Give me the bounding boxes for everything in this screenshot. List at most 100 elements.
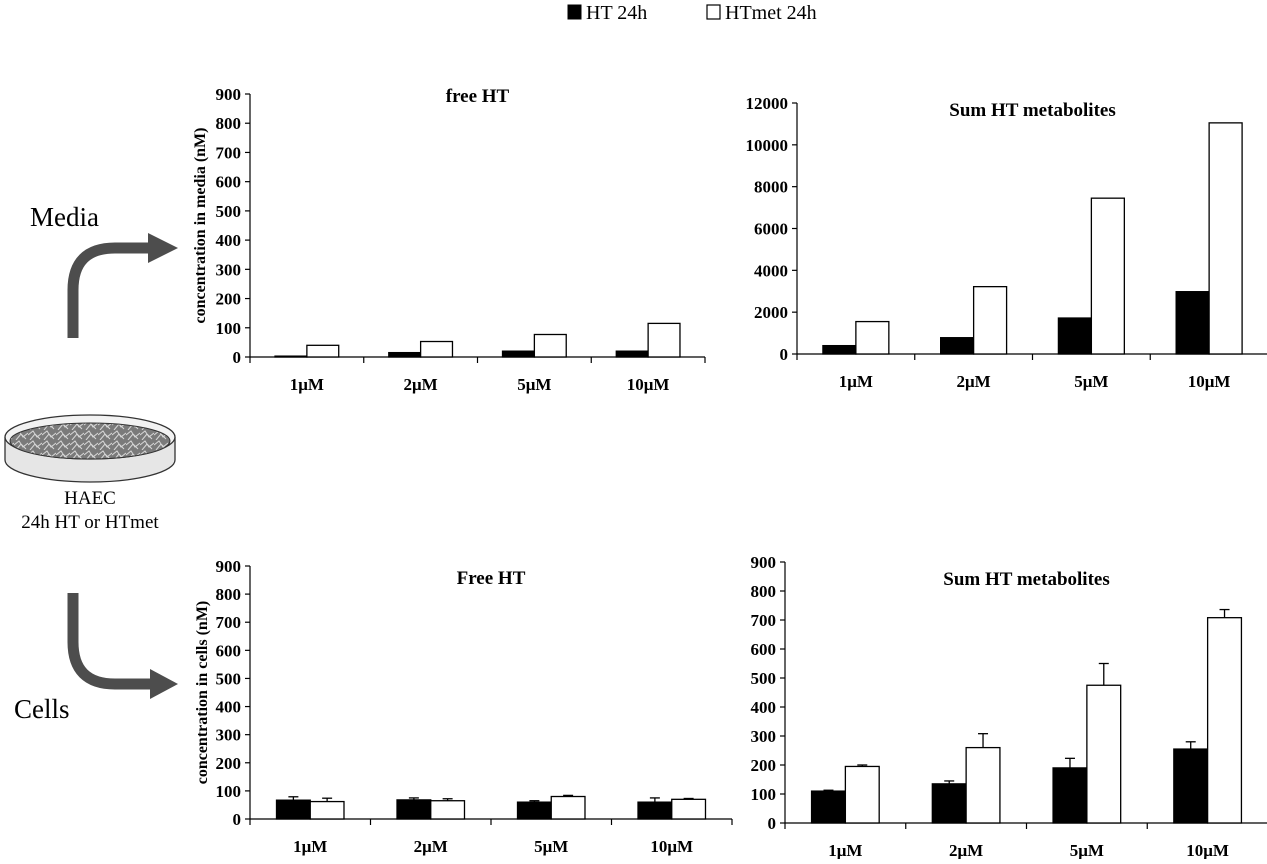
y-tick-label: 100 bbox=[216, 319, 242, 338]
bar-ht-24h bbox=[932, 784, 966, 823]
bar-ht-24h bbox=[812, 791, 846, 823]
chart-title: free HT bbox=[446, 86, 510, 107]
chart-media-sum-metabolites: Sum HT metabolites0200040006000800010000… bbox=[746, 94, 1267, 391]
bar-ht-24h bbox=[277, 800, 311, 819]
y-tick-label: 0 bbox=[768, 814, 777, 833]
media-arrow-icon bbox=[73, 248, 148, 338]
bar-htmet-24h bbox=[672, 799, 706, 819]
y-tick-label: 0 bbox=[780, 345, 789, 364]
y-tick-label: 800 bbox=[751, 582, 777, 601]
y-tick-label: 10000 bbox=[746, 136, 789, 155]
bar-htmet-24h bbox=[431, 801, 465, 819]
y-tick-label: 200 bbox=[216, 754, 242, 773]
y-tick-label: 100 bbox=[216, 782, 242, 801]
bar-ht-24h bbox=[389, 353, 421, 357]
x-tick-label: 1μM bbox=[828, 841, 862, 859]
x-tick-label: 2μM bbox=[414, 837, 448, 856]
x-tick-label: 10μM bbox=[627, 375, 670, 394]
y-tick-label: 300 bbox=[216, 726, 242, 745]
y-tick-label: 900 bbox=[216, 557, 242, 576]
y-tick-label: 0 bbox=[233, 348, 242, 367]
y-tick-label: 500 bbox=[216, 202, 242, 221]
bar-ht-24h bbox=[1058, 318, 1091, 354]
y-tick-label: 500 bbox=[751, 669, 777, 688]
y-tick-label: 800 bbox=[216, 585, 242, 604]
bar-htmet-24h bbox=[421, 342, 453, 357]
dish-label-line1: HAEC bbox=[64, 488, 116, 509]
x-tick-label: 1μM bbox=[290, 375, 324, 394]
diagram-side: Media HAEC 24h HT or HTmet Cells bbox=[5, 202, 178, 724]
legend-label-ht: HT 24h bbox=[586, 2, 647, 24]
bar-htmet-24h bbox=[845, 766, 879, 823]
x-tick-label: 2μM bbox=[949, 841, 983, 859]
legend: HT 24h HTmet 24h bbox=[568, 2, 817, 24]
y-tick-label: 600 bbox=[216, 173, 242, 192]
y-tick-label: 600 bbox=[216, 641, 242, 660]
y-axis-label: concentration in cells (nM) bbox=[194, 601, 211, 785]
y-tick-label: 600 bbox=[751, 640, 777, 659]
bar-htmet-24h bbox=[1091, 198, 1124, 354]
chart-cells-sum-metabolites: Sum HT metabolites 0 100 200 300 400 500 600 700… bbox=[751, 553, 1267, 859]
chart-media-free-ht: free HT concentration in media (nM) 0 100 20… bbox=[192, 85, 705, 394]
x-tick-label: 1μM bbox=[839, 372, 873, 391]
bar-ht-24h bbox=[941, 338, 974, 354]
bar-htmet-24h bbox=[1209, 123, 1242, 354]
dish-label-line2: 24h HT or HTmet bbox=[21, 512, 159, 533]
bar-htmet-24h bbox=[856, 322, 889, 354]
chart-title: Free HT bbox=[457, 568, 526, 589]
cells-label: Cells bbox=[14, 694, 70, 724]
y-tick-label: 400 bbox=[216, 231, 242, 250]
cells-arrow-icon bbox=[73, 593, 150, 684]
y-tick-label: 6000 bbox=[754, 220, 788, 239]
y-tick-label: 2000 bbox=[754, 303, 788, 322]
y-tick-label: 700 bbox=[216, 613, 242, 632]
y-tick-label: 300 bbox=[751, 727, 777, 746]
bar-htmet-24h bbox=[648, 323, 680, 357]
y-tick-label: 4000 bbox=[754, 261, 788, 280]
bar-ht-24h bbox=[1174, 749, 1208, 823]
x-tick-label: 10μM bbox=[650, 837, 693, 856]
y-tick-label: 12000 bbox=[746, 94, 789, 113]
legend-swatch-ht bbox=[568, 5, 581, 19]
bar-htmet-24h bbox=[551, 797, 585, 819]
bar-htmet-24h bbox=[1208, 618, 1242, 823]
bar-ht-24h bbox=[275, 356, 307, 357]
bar-ht-24h bbox=[638, 802, 672, 819]
bar-htmet-24h bbox=[310, 802, 344, 819]
x-tick-label: 5μM bbox=[1070, 841, 1104, 859]
x-tick-label: 1μM bbox=[293, 837, 327, 856]
media-label: Media bbox=[30, 202, 99, 232]
legend-swatch-htmet bbox=[707, 5, 720, 19]
x-tick-label: 5μM bbox=[534, 837, 568, 856]
bar-htmet-24h bbox=[534, 334, 566, 357]
bar-htmet-24h bbox=[307, 345, 339, 357]
y-tick-label: 0 bbox=[233, 810, 242, 829]
bar-ht-24h bbox=[503, 351, 535, 357]
bar-ht-24h bbox=[1053, 768, 1087, 823]
chart-title: Sum HT metabolites bbox=[943, 569, 1109, 590]
bar-htmet-24h bbox=[974, 287, 1007, 354]
chart-cells-free-ht: Free HT concentration in cells (nM) 0 100 20… bbox=[194, 557, 732, 856]
bar-ht-24h bbox=[518, 802, 552, 819]
legend-label-htmet: HTmet 24h bbox=[725, 2, 817, 24]
y-tick-label: 200 bbox=[751, 756, 777, 775]
y-tick-label: 400 bbox=[751, 698, 777, 717]
y-tick-label: 200 bbox=[216, 290, 242, 309]
y-tick-label: 100 bbox=[751, 785, 777, 804]
media-arrowhead-icon bbox=[148, 233, 178, 263]
bar-ht-24h bbox=[616, 351, 648, 357]
chart-title: Sum HT metabolites bbox=[949, 100, 1115, 121]
y-tick-label: 300 bbox=[216, 260, 242, 279]
cells-arrowhead-icon bbox=[150, 669, 178, 699]
y-axis-label: concentration in media (nM) bbox=[192, 128, 209, 324]
y-tick-label: 900 bbox=[216, 85, 242, 104]
x-tick-label: 10μM bbox=[1188, 372, 1231, 391]
y-tick-label: 400 bbox=[216, 698, 242, 717]
petri-dish-icon bbox=[5, 415, 175, 482]
bar-ht-24h bbox=[823, 346, 856, 354]
bar-ht-24h bbox=[1176, 292, 1209, 354]
y-tick-label: 700 bbox=[751, 611, 777, 630]
x-tick-label: 5μM bbox=[517, 375, 551, 394]
x-tick-label: 2μM bbox=[957, 372, 991, 391]
